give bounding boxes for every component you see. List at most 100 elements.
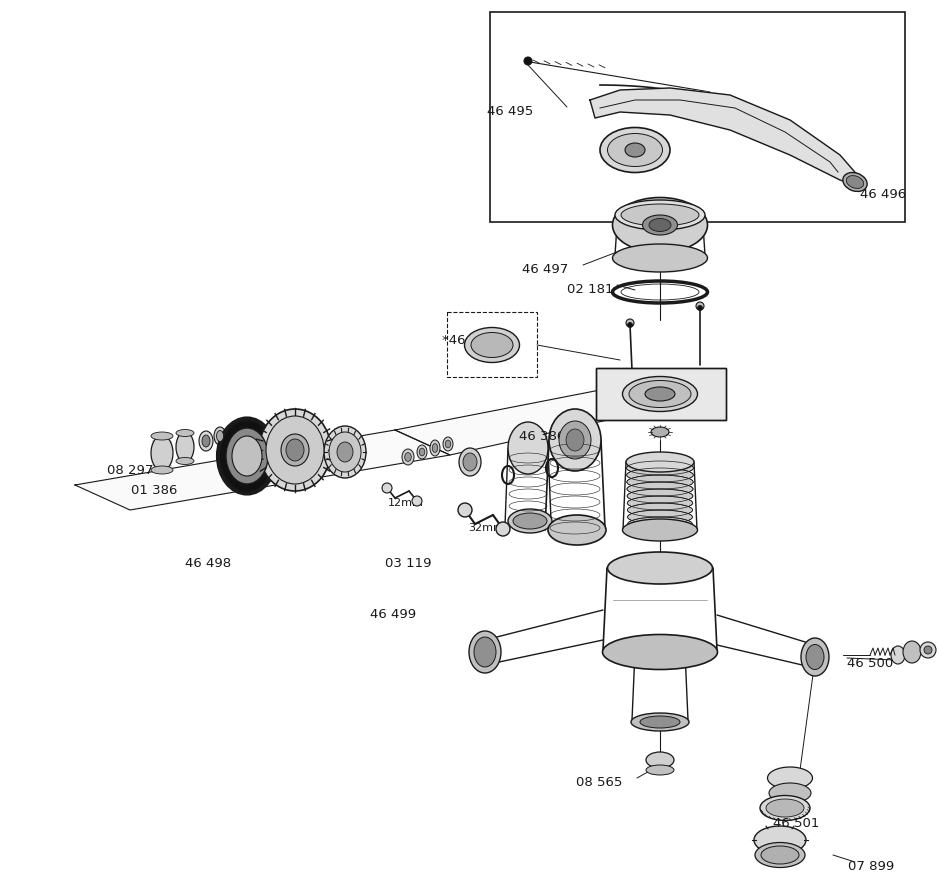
Text: 46 497: 46 497 [522, 263, 569, 276]
Bar [490, 12, 905, 222]
Ellipse shape [446, 440, 451, 448]
Circle shape [924, 646, 932, 654]
Text: 01 386: 01 386 [131, 484, 178, 497]
Ellipse shape [549, 409, 601, 471]
Ellipse shape [548, 515, 606, 545]
Ellipse shape [474, 637, 496, 667]
Ellipse shape [755, 843, 805, 868]
Text: 08 565: 08 565 [576, 776, 622, 789]
Ellipse shape [603, 635, 717, 670]
Ellipse shape [766, 799, 804, 817]
Ellipse shape [627, 503, 693, 517]
Ellipse shape [559, 421, 591, 459]
Ellipse shape [629, 380, 691, 408]
Ellipse shape [151, 435, 173, 471]
Circle shape [697, 305, 702, 311]
Ellipse shape [643, 215, 678, 235]
Text: 08 297: 08 297 [107, 464, 153, 477]
Ellipse shape [463, 453, 477, 471]
Circle shape [458, 503, 472, 517]
Polygon shape [600, 370, 720, 415]
Ellipse shape [443, 437, 453, 451]
Ellipse shape [259, 409, 331, 491]
Ellipse shape [402, 449, 414, 465]
Ellipse shape [218, 418, 276, 494]
Circle shape [696, 302, 704, 310]
Ellipse shape [508, 422, 548, 474]
Ellipse shape [337, 442, 353, 462]
Ellipse shape [627, 496, 693, 510]
Text: 32mm: 32mm [468, 523, 504, 533]
Circle shape [382, 483, 392, 493]
Text: 46 386: 46 386 [519, 430, 565, 443]
Ellipse shape [329, 432, 361, 472]
Ellipse shape [767, 767, 812, 789]
Ellipse shape [615, 200, 705, 230]
Ellipse shape [232, 436, 262, 476]
Ellipse shape [622, 519, 697, 541]
Ellipse shape [613, 197, 708, 252]
Ellipse shape [628, 517, 692, 531]
Ellipse shape [903, 641, 921, 663]
Ellipse shape [627, 468, 694, 482]
Ellipse shape [627, 482, 693, 496]
Circle shape [626, 319, 634, 327]
Ellipse shape [627, 489, 693, 503]
Text: 02 181: 02 181 [567, 283, 614, 296]
Ellipse shape [471, 332, 513, 358]
Circle shape [496, 522, 510, 536]
Ellipse shape [176, 430, 194, 437]
Ellipse shape [417, 445, 427, 459]
Ellipse shape [600, 128, 670, 172]
Text: 46 499: 46 499 [370, 608, 416, 621]
Ellipse shape [214, 427, 226, 445]
Ellipse shape [843, 172, 867, 192]
Ellipse shape [846, 176, 864, 188]
Ellipse shape [419, 448, 425, 456]
Ellipse shape [199, 431, 213, 451]
Ellipse shape [607, 133, 663, 167]
Ellipse shape [649, 218, 671, 232]
Ellipse shape [626, 461, 694, 475]
Ellipse shape [430, 440, 440, 456]
Ellipse shape [607, 552, 713, 584]
Circle shape [920, 642, 936, 658]
Ellipse shape [760, 796, 810, 821]
Ellipse shape [801, 638, 829, 676]
Ellipse shape [761, 846, 799, 864]
Text: *46 308: *46 308 [442, 334, 495, 347]
Text: 07 899: 07 899 [848, 860, 894, 873]
Ellipse shape [513, 513, 547, 529]
Ellipse shape [769, 783, 811, 803]
Circle shape [412, 496, 422, 506]
Ellipse shape [281, 434, 309, 466]
Ellipse shape [464, 328, 520, 362]
Ellipse shape [469, 631, 501, 673]
Polygon shape [590, 88, 860, 185]
Polygon shape [75, 430, 450, 510]
Bar [596, 368, 726, 420]
Ellipse shape [628, 510, 693, 524]
Text: 03 119: 03 119 [385, 557, 431, 570]
Text: 46 495: 46 495 [487, 105, 533, 118]
Ellipse shape [651, 427, 669, 437]
Text: 46 496: 46 496 [860, 188, 906, 201]
Text: 46 498: 46 498 [185, 557, 231, 570]
Ellipse shape [216, 431, 224, 441]
Ellipse shape [622, 377, 697, 411]
Ellipse shape [226, 428, 268, 484]
Circle shape [524, 57, 532, 65]
Ellipse shape [627, 475, 693, 489]
Ellipse shape [432, 444, 438, 452]
Ellipse shape [640, 716, 680, 728]
Ellipse shape [202, 435, 210, 447]
Text: 12mm: 12mm [388, 498, 424, 508]
Ellipse shape [626, 452, 694, 472]
Ellipse shape [631, 713, 689, 731]
Text: 46 501: 46 501 [773, 817, 820, 830]
Bar [596, 368, 726, 420]
Ellipse shape [459, 448, 481, 476]
Ellipse shape [566, 429, 584, 451]
Ellipse shape [613, 244, 708, 272]
Ellipse shape [754, 826, 806, 854]
